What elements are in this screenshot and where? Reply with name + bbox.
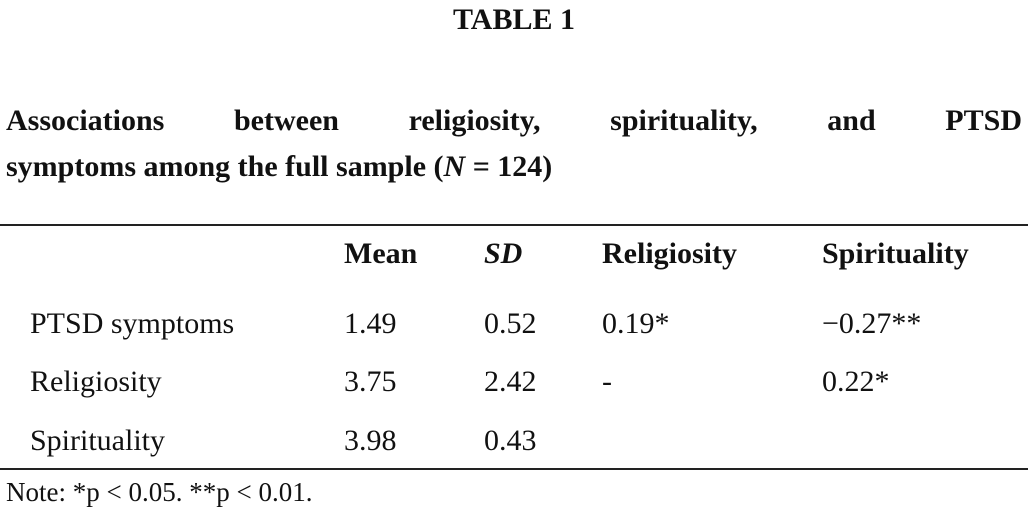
- header-spirituality: Spirituality: [822, 237, 969, 270]
- caption-line-1: Associations between religiosity, spirit…: [6, 104, 1022, 137]
- caption-line-2: symptoms among the full sample (N = 124): [6, 144, 1022, 190]
- table-top-rule: [0, 224, 1028, 226]
- cell-spirituality-sd: 0.43: [484, 424, 537, 457]
- caption-line-2-start: symptoms among the full sample (: [6, 150, 444, 183]
- table-note: Note: *p < 0.05. **p < 0.01.: [6, 477, 313, 507]
- cell-ptsd-sd: 0.52: [484, 307, 537, 340]
- row-label-ptsd: PTSD symptoms: [30, 307, 235, 340]
- cell-ptsd-spirituality: −0.27**: [822, 307, 922, 340]
- header-mean: Mean: [344, 237, 418, 270]
- caption-line-2-end: = 124): [465, 150, 553, 183]
- header-sd: SD: [484, 237, 523, 270]
- cell-religiosity-religiosity: -: [602, 365, 612, 398]
- header-religiosity: Religiosity: [602, 237, 737, 270]
- cell-ptsd-religiosity: 0.19*: [602, 307, 670, 340]
- table-label: TABLE 1: [453, 3, 575, 36]
- cell-spirituality-mean: 3.98: [344, 424, 397, 457]
- row-label-spirituality: Spirituality: [30, 424, 165, 457]
- cell-religiosity-mean: 3.75: [344, 365, 397, 398]
- cell-religiosity-spirituality: 0.22*: [822, 365, 890, 398]
- table-bottom-rule: [0, 468, 1028, 470]
- cell-religiosity-sd: 2.42: [484, 365, 537, 398]
- caption-n-symbol: N: [443, 150, 466, 183]
- cell-ptsd-mean: 1.49: [344, 307, 397, 340]
- table-caption: Associations between religiosity, spirit…: [6, 98, 1022, 190]
- row-label-religiosity: Religiosity: [30, 365, 162, 398]
